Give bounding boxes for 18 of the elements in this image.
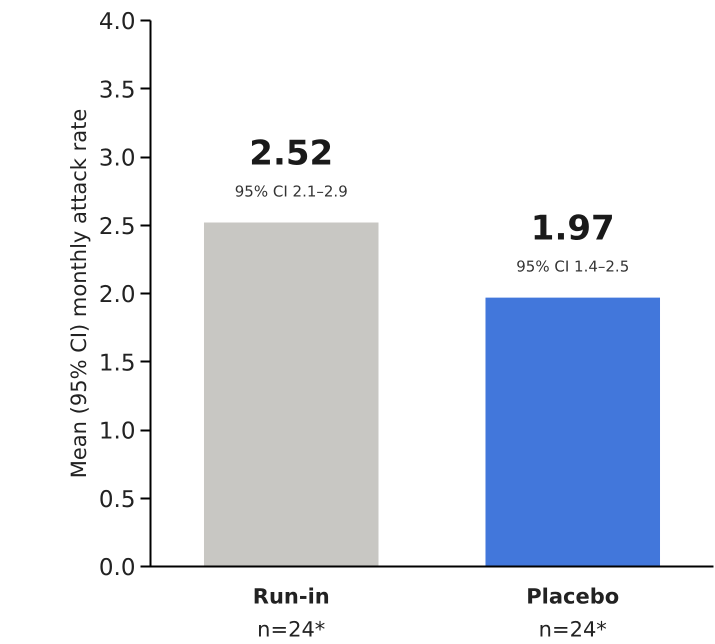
y-tick-label: 4.0 bbox=[98, 9, 136, 35]
y-tick-label: 1.5 bbox=[98, 350, 136, 376]
y-tick-label: 2.0 bbox=[98, 282, 136, 308]
y-axis-title: Mean (95% CI) monthly attack rate bbox=[66, 108, 91, 478]
text: n=24* bbox=[257, 618, 326, 642]
y-tick-label: 3.5 bbox=[98, 77, 136, 104]
x-tick-label: Run-in bbox=[252, 584, 330, 608]
y-tick-label: 2.5 bbox=[98, 214, 136, 240]
annotation: 95% CI 1.4–2.5 bbox=[516, 258, 630, 276]
y-tick-label: 0.0 bbox=[98, 555, 136, 581]
y-tick-label: 3.0 bbox=[98, 146, 136, 172]
y-tick-label: 1.0 bbox=[98, 418, 136, 444]
data-label: 1.97 bbox=[530, 208, 615, 249]
x-tick-label: Placebo bbox=[526, 584, 620, 608]
data-label: 2.52 bbox=[249, 134, 334, 174]
y-tick-label: 0.5 bbox=[98, 486, 136, 513]
annotation: 95% CI 2.1–2.9 bbox=[234, 182, 348, 201]
text: n=24* bbox=[538, 618, 607, 642]
